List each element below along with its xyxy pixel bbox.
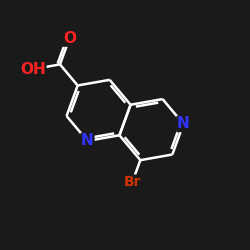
- Text: N: N: [81, 134, 94, 148]
- Text: O: O: [63, 31, 76, 46]
- Text: Br: Br: [124, 175, 141, 189]
- Text: OH: OH: [20, 62, 46, 77]
- Text: N: N: [177, 116, 190, 132]
